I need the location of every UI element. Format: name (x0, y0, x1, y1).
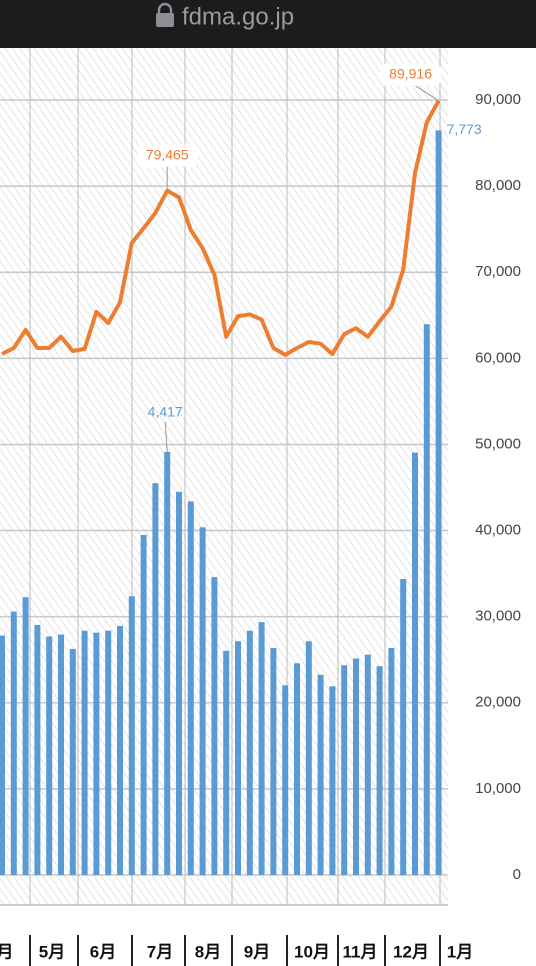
bar (341, 665, 348, 875)
y-tick-label: 90,000 (475, 91, 521, 108)
bar (246, 630, 253, 875)
month-label: 1月 (447, 942, 473, 961)
data-label: 79,465 (146, 146, 189, 162)
bar (187, 501, 194, 875)
bar (435, 130, 442, 875)
bar (0, 635, 5, 875)
y-tick-label: 40,000 (475, 522, 521, 539)
bar (22, 597, 29, 875)
label-box (137, 144, 198, 167)
y-tick-label: 10,000 (475, 780, 521, 797)
label-box (380, 63, 441, 86)
bar (235, 641, 241, 875)
y-tick-label: 60,000 (475, 349, 521, 366)
bar (58, 634, 64, 875)
bar (69, 648, 76, 875)
bar (152, 483, 159, 875)
bar (223, 650, 230, 875)
bar (329, 686, 336, 875)
bar (282, 685, 289, 875)
month-label: 月 (0, 942, 14, 961)
line (1, 99, 441, 357)
bar (388, 647, 395, 875)
lock-icon (156, 2, 174, 27)
bar (199, 527, 206, 875)
browser-bar (0, 0, 536, 48)
bar (128, 596, 135, 875)
bar (164, 451, 171, 875)
url[interactable]: fdma.go.jp (182, 3, 294, 30)
month-label: 8月 (195, 942, 221, 961)
bar (270, 647, 277, 875)
bar (10, 611, 17, 875)
bar (412, 452, 418, 875)
data-label: 4,417 (148, 404, 183, 420)
month-label: 5月 (39, 942, 65, 961)
month-label: 11月 (343, 942, 378, 961)
bar (93, 632, 100, 875)
month-label: 12月 (393, 942, 429, 961)
bar (258, 622, 265, 875)
bar (305, 641, 312, 875)
bar (423, 324, 430, 875)
bar (140, 534, 147, 875)
label-leader (164, 421, 168, 452)
y-tick-label: 20,000 (475, 694, 521, 711)
bar (400, 578, 407, 875)
y-tick-label: 70,000 (475, 263, 521, 280)
bar (294, 663, 300, 875)
bar (46, 636, 53, 875)
bar (376, 666, 383, 875)
bar (353, 658, 359, 875)
bar (364, 654, 371, 875)
month-label: 6月 (90, 942, 116, 961)
bar (176, 491, 182, 875)
y-tick-label: 0 (513, 866, 521, 883)
bar (211, 577, 218, 875)
bar (81, 630, 88, 875)
bar (105, 630, 112, 875)
month-label: 10月 (294, 942, 330, 961)
y-tick-label: 80,000 (475, 177, 521, 194)
data-label: 7,773 (447, 121, 482, 137)
y-tick-label: 50,000 (475, 435, 521, 452)
bar (317, 674, 324, 875)
label-leader (410, 82, 439, 102)
data-label: 89,916 (389, 65, 432, 81)
bar (117, 625, 123, 875)
y-tick-label: 30,000 (475, 608, 521, 625)
month-label: 7月 (147, 942, 173, 961)
bar (34, 624, 41, 875)
month-label: 9月 (244, 942, 270, 961)
